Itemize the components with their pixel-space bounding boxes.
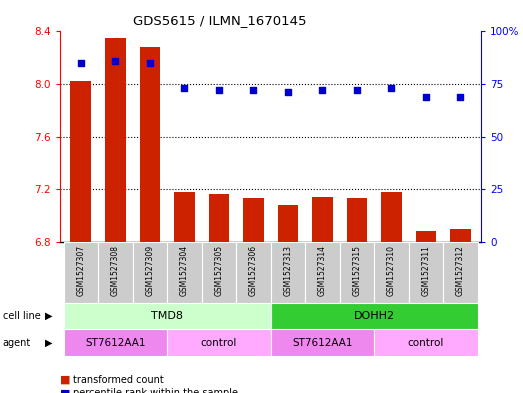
Bar <box>64 329 167 356</box>
Point <box>77 60 85 66</box>
Point <box>283 89 292 95</box>
Bar <box>278 205 298 242</box>
Text: GSM1527314: GSM1527314 <box>318 245 327 296</box>
Text: control: control <box>408 338 444 348</box>
Text: GSM1527307: GSM1527307 <box>76 245 85 296</box>
Text: GSM1527306: GSM1527306 <box>249 245 258 296</box>
Bar <box>271 303 477 329</box>
Point <box>180 85 189 91</box>
Text: ■: ■ <box>60 388 71 393</box>
Bar <box>243 198 264 242</box>
Text: DOHH2: DOHH2 <box>354 311 395 321</box>
Text: GSM1527310: GSM1527310 <box>387 245 396 296</box>
Bar <box>174 192 195 242</box>
Point <box>146 60 154 66</box>
Text: ST7612AA1: ST7612AA1 <box>292 338 353 348</box>
Bar <box>202 242 236 303</box>
Bar <box>305 242 339 303</box>
Point <box>215 87 223 94</box>
Bar <box>209 195 229 242</box>
Bar <box>381 192 402 242</box>
Bar <box>64 242 98 303</box>
Bar <box>443 242 477 303</box>
Text: TMD8: TMD8 <box>151 311 183 321</box>
Text: ▶: ▶ <box>45 311 52 321</box>
Text: GDS5615 / ILMN_1670145: GDS5615 / ILMN_1670145 <box>133 14 306 27</box>
Point <box>422 94 430 100</box>
Bar <box>339 242 374 303</box>
Text: GSM1527315: GSM1527315 <box>353 245 361 296</box>
Text: control: control <box>201 338 237 348</box>
Point <box>353 87 361 94</box>
Point <box>111 58 120 64</box>
Bar <box>416 231 436 242</box>
Bar <box>105 38 126 242</box>
Text: GSM1527312: GSM1527312 <box>456 245 465 296</box>
Text: ■: ■ <box>60 375 71 385</box>
Bar <box>408 242 443 303</box>
Bar <box>167 329 271 356</box>
Text: transformed count: transformed count <box>73 375 164 385</box>
Bar <box>374 242 408 303</box>
Text: percentile rank within the sample: percentile rank within the sample <box>73 388 238 393</box>
Bar <box>64 303 271 329</box>
Text: GSM1527305: GSM1527305 <box>214 245 223 296</box>
Bar <box>374 329 477 356</box>
Text: ▶: ▶ <box>45 338 52 348</box>
Bar <box>271 329 374 356</box>
Text: GSM1527311: GSM1527311 <box>422 245 430 296</box>
Text: cell line: cell line <box>3 311 40 321</box>
Text: agent: agent <box>3 338 31 348</box>
Bar <box>133 242 167 303</box>
Bar <box>347 198 367 242</box>
Text: ST7612AA1: ST7612AA1 <box>85 338 145 348</box>
Bar <box>167 242 202 303</box>
Point <box>456 94 464 100</box>
Text: GSM1527304: GSM1527304 <box>180 245 189 296</box>
Bar <box>71 81 91 242</box>
Text: GSM1527313: GSM1527313 <box>283 245 292 296</box>
Point <box>387 85 395 91</box>
Bar <box>450 229 471 242</box>
Bar <box>236 242 271 303</box>
Point <box>249 87 258 94</box>
Bar <box>312 197 333 242</box>
Bar <box>271 242 305 303</box>
Text: GSM1527309: GSM1527309 <box>145 245 154 296</box>
Bar <box>140 47 160 242</box>
Text: GSM1527308: GSM1527308 <box>111 245 120 296</box>
Bar <box>98 242 133 303</box>
Point <box>318 87 326 94</box>
